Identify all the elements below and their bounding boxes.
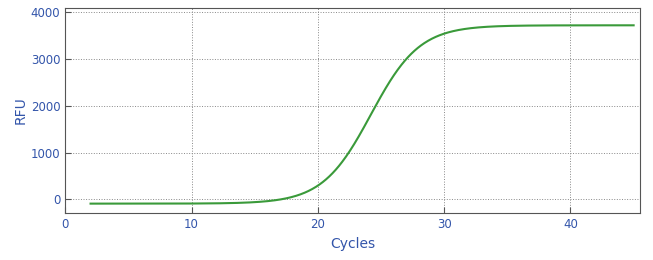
Y-axis label: RFU: RFU	[14, 97, 28, 124]
X-axis label: Cycles: Cycles	[330, 237, 375, 251]
